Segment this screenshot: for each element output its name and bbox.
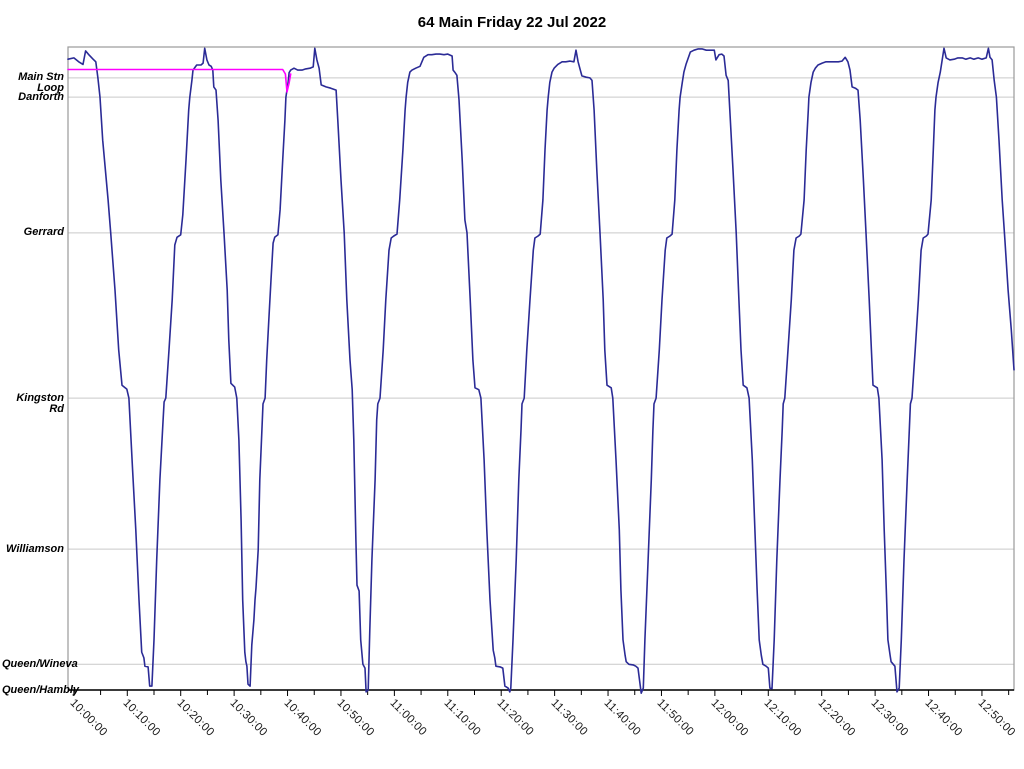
station-label: Gerrard <box>23 226 64 239</box>
station-label: Danforth <box>18 90 64 103</box>
station-label: Main Stn Loop <box>18 71 64 95</box>
station-label: Queen/Hambly <box>2 683 80 696</box>
station-label: Kingston Rd <box>16 391 64 415</box>
highlight-line <box>67 68 292 93</box>
station-label: Queen/Wineva <box>2 657 78 670</box>
station-label: Williamson <box>6 542 64 555</box>
vehicle-line <box>67 47 1015 695</box>
chart-title: 64 Main Friday 22 Jul 2022 <box>417 14 607 31</box>
